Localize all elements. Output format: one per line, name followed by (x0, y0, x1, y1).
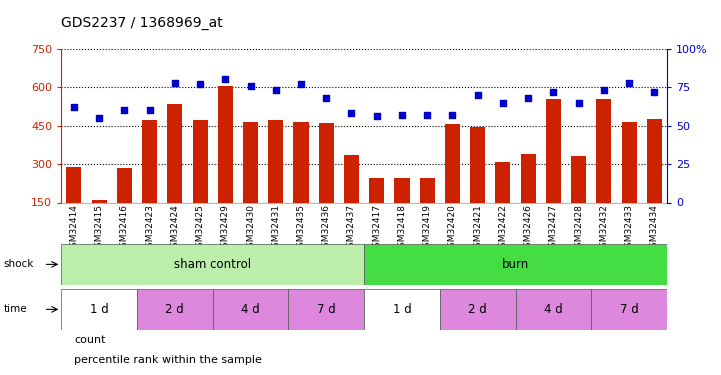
Bar (394, 178, 410, 241)
Point (118, 107, 131, 113)
Point (270, 87, 282, 93)
Text: shock: shock (4, 260, 34, 269)
Text: 4 d: 4 d (241, 303, 260, 316)
Point (68, 104, 80, 110)
Text: 4 d: 4 d (544, 303, 563, 316)
Bar (137, 289, 213, 330)
Point (169, 80, 181, 86)
Bar (571, 156, 586, 241)
Bar (344, 155, 359, 241)
Point (144, 107, 156, 113)
Bar (243, 122, 258, 241)
Bar (546, 99, 561, 241)
Text: GDS2237 / 1368969_at: GDS2237 / 1368969_at (61, 16, 223, 30)
Point (522, 95, 534, 101)
Point (598, 87, 610, 93)
Bar (591, 289, 667, 330)
Text: time: time (4, 304, 27, 314)
Point (472, 92, 484, 98)
Point (421, 112, 433, 118)
Bar (193, 120, 208, 241)
Bar (647, 119, 662, 241)
Text: 1 d: 1 d (89, 303, 109, 316)
Point (397, 112, 408, 118)
Bar (364, 244, 667, 285)
Bar (293, 122, 309, 241)
Bar (445, 124, 460, 241)
Point (321, 95, 332, 101)
Bar (364, 289, 440, 330)
Point (624, 80, 635, 86)
Point (497, 100, 509, 106)
Bar (213, 289, 288, 330)
Bar (521, 154, 536, 241)
Bar (369, 178, 384, 241)
Bar (218, 86, 233, 241)
Point (296, 81, 307, 87)
Bar (288, 289, 364, 330)
Bar (319, 123, 334, 241)
Point (447, 112, 459, 118)
Point (195, 81, 206, 87)
Bar (66, 166, 81, 241)
Bar (117, 168, 132, 241)
Text: 2 d: 2 d (165, 303, 185, 316)
Text: burn: burn (502, 258, 529, 271)
Bar (61, 289, 137, 330)
Text: 1 d: 1 d (392, 303, 412, 316)
Text: sham control: sham control (174, 258, 251, 271)
Bar (470, 127, 485, 241)
Point (548, 89, 559, 95)
Text: 7 d: 7 d (619, 303, 639, 316)
Point (649, 89, 660, 95)
Text: count: count (74, 335, 106, 345)
Bar (92, 200, 107, 241)
Bar (516, 289, 591, 330)
Point (346, 110, 358, 116)
Point (245, 82, 257, 88)
Point (371, 113, 383, 119)
Text: 2 d: 2 d (468, 303, 487, 316)
Bar (167, 104, 182, 241)
Bar (596, 99, 611, 241)
Bar (420, 178, 435, 241)
Point (220, 76, 231, 82)
Bar (61, 244, 364, 285)
Bar (440, 289, 516, 330)
Text: 7 d: 7 d (317, 303, 336, 316)
Bar (495, 162, 510, 241)
Bar (142, 120, 157, 241)
Bar (622, 122, 637, 241)
Point (573, 100, 585, 106)
Point (94, 115, 105, 121)
Bar (268, 120, 283, 241)
Text: percentile rank within the sample: percentile rank within the sample (74, 356, 262, 365)
